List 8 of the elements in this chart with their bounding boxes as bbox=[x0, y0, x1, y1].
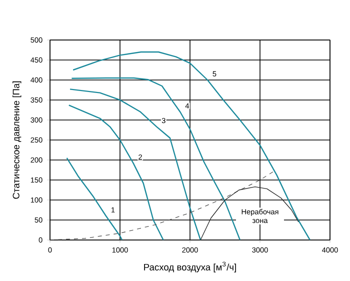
y-axis-title: Статическое давление [Па] bbox=[12, 81, 22, 199]
line-series bbox=[66, 157, 123, 240]
line-series bbox=[71, 77, 241, 240]
line-series bbox=[72, 51, 311, 240]
line-series bbox=[200, 186, 299, 240]
x-axis-title: Расход воздуха [м$^{3}$/ч] bbox=[144, 262, 236, 272]
line-series bbox=[68, 104, 164, 240]
line-series bbox=[69, 88, 202, 240]
